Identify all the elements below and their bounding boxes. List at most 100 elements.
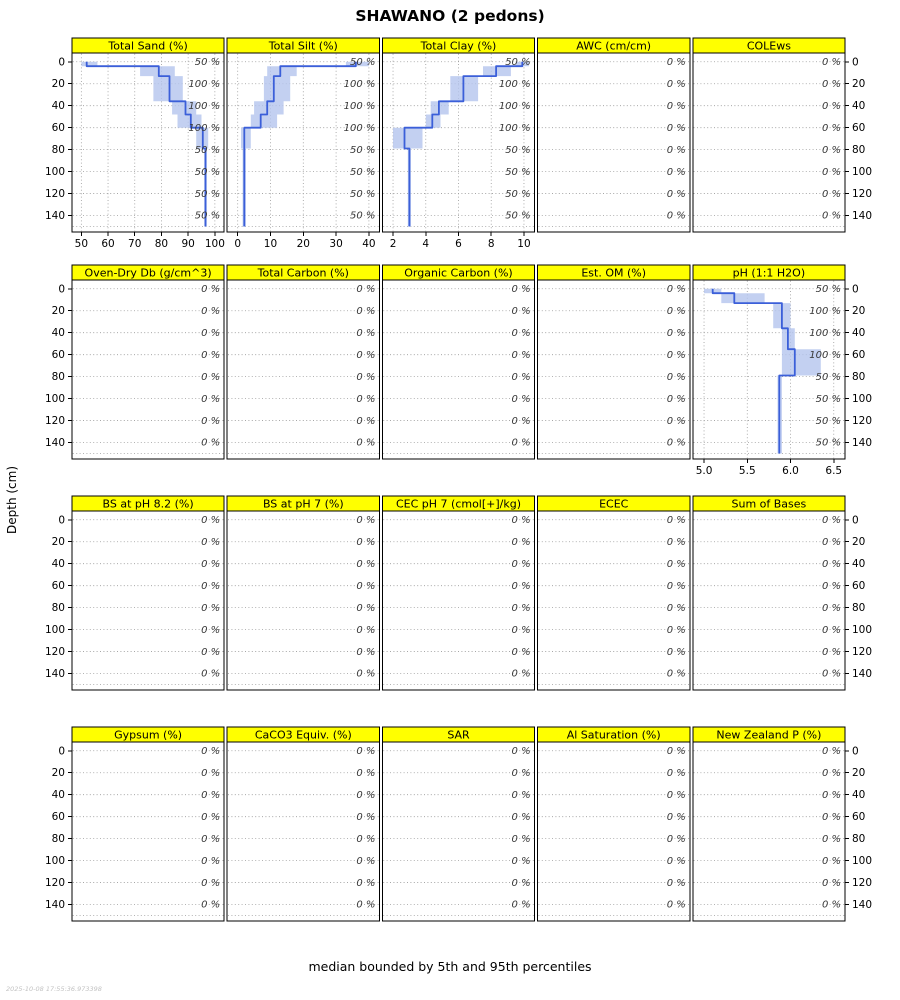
contributing-fraction-label: 0 % <box>667 647 686 658</box>
contributing-fraction-label: 0 % <box>822 167 841 178</box>
depth-tick-label: 140 <box>45 899 65 911</box>
contributing-fraction-label: 0 % <box>667 145 686 156</box>
panel-strip-title: SAR <box>447 729 470 742</box>
contributing-fraction-label: 0 % <box>822 768 841 779</box>
contributing-fraction-label: 0 % <box>822 581 841 592</box>
contributing-fraction-label: 0 % <box>512 625 531 636</box>
contributing-fraction-label: 0 % <box>512 416 531 427</box>
depth-tick-label: 20 <box>852 305 865 317</box>
x-tick-label: 30 <box>329 238 342 250</box>
contributing-fraction-label: 50 % <box>195 145 220 156</box>
contributing-fraction-label: 100 % <box>344 79 376 90</box>
panel-cec-ph-7-cmol-kg: CEC pH 7 (cmol[+]/kg) 0 % 0 % 0 % 0 % 0 % 0 % 0… <box>381 495 536 691</box>
depth-tick-label: 60 <box>52 349 65 361</box>
depth-tick-label: 0 <box>852 745 859 757</box>
x-tick-label: 8 <box>488 238 495 250</box>
contributing-fraction-label: 50 % <box>505 167 530 178</box>
panel-plot-area <box>226 510 380 691</box>
gridlines <box>383 750 534 916</box>
panel-plot-area <box>71 510 225 691</box>
panel-strip-title: CEC pH 7 (cmol[+]/kg) <box>396 498 521 511</box>
panel-ph-1-1-h2o: pH (1:1 H2O) 50 % 100 % 100 % 100 % 50 % 50 % 5… <box>692 264 872 477</box>
contributing-fraction-label: 0 % <box>512 515 531 526</box>
depth-tick-label: 120 <box>45 877 65 889</box>
depth-tick-label: 0 <box>58 514 65 526</box>
panel-plot-area <box>537 510 691 691</box>
depth-tick-label: 40 <box>852 100 865 112</box>
contributing-fraction-label: 0 % <box>512 537 531 548</box>
contributing-fraction-label: 100 % <box>499 101 531 112</box>
depth-tick-label: 40 <box>52 327 65 339</box>
x-tick-label: 60 <box>101 238 114 250</box>
depth-tick-label: 40 <box>52 100 65 112</box>
contributing-fraction-label: 0 % <box>667 306 686 317</box>
panel-plot-area <box>71 279 225 460</box>
contributing-fraction-label: 100 % <box>499 123 531 134</box>
contributing-fraction-label: 0 % <box>667 79 686 90</box>
x-tick-label: 50 <box>75 238 88 250</box>
contributing-fraction-label: 0 % <box>201 900 220 911</box>
contributing-fraction-label: 0 % <box>512 603 531 614</box>
contributing-fraction-label: 0 % <box>512 581 531 592</box>
contributing-fraction-label: 50 % <box>505 211 530 222</box>
depth-tick-label: 0 <box>58 56 65 68</box>
panel-total-silt: Total Silt (%) 50 % 100 % 100 % 100 % 50 % 50 … <box>226 37 380 250</box>
contributing-fraction-label: 0 % <box>356 834 375 845</box>
gridlines <box>538 750 689 916</box>
contributing-fraction-label: 0 % <box>356 537 375 548</box>
contributing-fraction-label: 0 % <box>356 647 375 658</box>
contributing-fraction-label: 50 % <box>195 57 220 68</box>
contributing-fraction-label: 0 % <box>822 669 841 680</box>
contributing-fraction-label: 0 % <box>201 350 220 361</box>
x-tick-label: 5.5 <box>739 465 756 477</box>
panel-plot-area <box>226 741 380 922</box>
contributing-fraction-label: 0 % <box>667 438 686 449</box>
contributing-fraction-label: 0 % <box>356 328 375 339</box>
contributing-fraction-label: 0 % <box>201 394 220 405</box>
contributing-fraction-label: 0 % <box>822 834 841 845</box>
depth-tick-label: 40 <box>52 789 65 801</box>
panel-new-zealand-p: New Zealand P (%)0 %0 %0 %0 %0 %0 %0 %0 … <box>692 726 872 922</box>
contributing-fraction-label: 0 % <box>512 768 531 779</box>
depth-tick-label: 80 <box>52 602 65 614</box>
panel-plot-area <box>692 52 846 233</box>
depth-tick-label: 120 <box>852 415 872 427</box>
gridlines <box>693 61 845 227</box>
panel-caco3-equiv: CaCO3 Equiv. (%) 0 % 0 % 0 % 0 % 0 % 0 % 0 % 0 % <box>226 726 380 922</box>
panel-strip-title: Sum of Bases <box>732 498 807 511</box>
depth-tick-label: 80 <box>852 371 865 383</box>
depth-tick-label: 20 <box>52 78 65 90</box>
contributing-fraction-label: 0 % <box>201 515 220 526</box>
median-line <box>243 61 357 227</box>
gridlines <box>538 61 689 227</box>
contributing-fraction-label: 0 % <box>201 328 220 339</box>
contributing-fraction-label: 0 % <box>822 515 841 526</box>
depth-tick-label: 40 <box>52 558 65 570</box>
x-tick-label: 80 <box>155 238 168 250</box>
contributing-fraction-label: 0 % <box>356 625 375 636</box>
contributing-fraction-label: 0 % <box>356 790 375 801</box>
contributing-fraction-label: 0 % <box>512 856 531 867</box>
panel-awc-cm-cm: AWC (cm/cm) 0 % 0 % 0 % 0 % 0 % 0 % 0 % 0 % <box>537 37 691 233</box>
depth-tick-label: 60 <box>52 122 65 134</box>
contributing-fraction-label: 0 % <box>512 790 531 801</box>
gridlines <box>538 288 689 454</box>
contributing-fraction-label: 50 % <box>195 211 220 222</box>
contributing-fraction-label: 0 % <box>667 416 686 427</box>
depth-tick-label: 100 <box>852 166 872 178</box>
contributing-fraction-label: 0 % <box>667 603 686 614</box>
depth-tick-label: 140 <box>852 210 872 222</box>
depth-tick-label: 60 <box>52 580 65 592</box>
panel-plot-area <box>381 510 536 691</box>
depth-tick-label: 100 <box>852 393 872 405</box>
contributing-fraction-label: 0 % <box>201 812 220 823</box>
contributing-fraction-label: 100 % <box>188 123 220 134</box>
contributing-fraction-label: 0 % <box>356 515 375 526</box>
contributing-fraction-label: 0 % <box>201 790 220 801</box>
contributing-fraction-label: 0 % <box>512 306 531 317</box>
contributing-fraction-label: 0 % <box>512 812 531 823</box>
panel-total-clay: Total Clay (%) 50 % 100 % 100 % 100 % 50 % 50 … <box>381 37 536 250</box>
x-tick-label: 6.0 <box>782 465 799 477</box>
gridlines <box>383 519 534 685</box>
